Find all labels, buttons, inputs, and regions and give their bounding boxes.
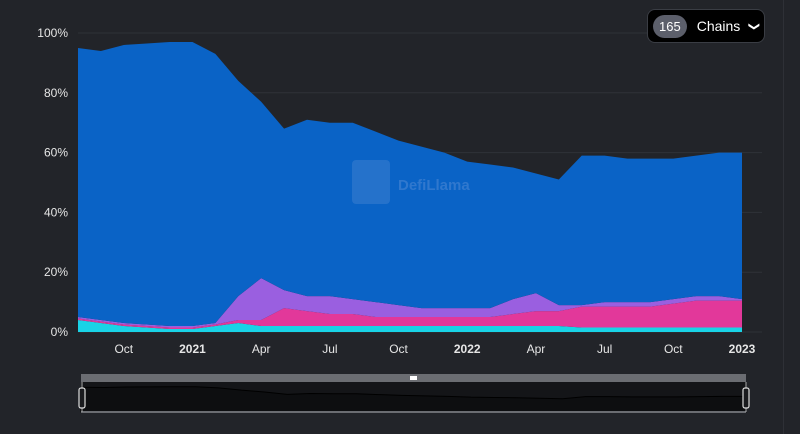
x-tick-label: Oct bbox=[664, 342, 683, 356]
llama-icon bbox=[352, 160, 390, 204]
x-tick-label: Jul bbox=[597, 342, 612, 356]
chains-count-badge: 165 bbox=[653, 14, 687, 38]
navigator-grip-icon[interactable] bbox=[410, 376, 417, 380]
x-tick-label: 2021 bbox=[179, 342, 206, 356]
x-tick-label: Oct bbox=[114, 342, 133, 356]
area-series-0 bbox=[78, 320, 742, 332]
y-tick-label: 60% bbox=[44, 146, 68, 160]
navigator-left-handle[interactable] bbox=[78, 387, 86, 409]
chains-selector-button[interactable]: 165 Chains ❯ bbox=[647, 9, 765, 43]
chains-label: Chains bbox=[696, 18, 741, 34]
area-series-1 bbox=[78, 300, 742, 330]
y-tick-label: 80% bbox=[44, 86, 68, 100]
x-tick-label: 2022 bbox=[454, 342, 481, 356]
area-series-3 bbox=[78, 41, 742, 327]
navigator-right-handle[interactable] bbox=[742, 387, 750, 409]
watermark-logo: DefiLlama bbox=[398, 177, 470, 194]
x-tick-label: Oct bbox=[389, 342, 408, 356]
y-tick-label: 20% bbox=[44, 265, 68, 279]
y-tick-label: 40% bbox=[44, 205, 68, 219]
divider bbox=[783, 0, 784, 434]
x-tick-label: 2023 bbox=[729, 342, 756, 356]
y-tick-label: 100% bbox=[37, 26, 68, 40]
area-series-2 bbox=[78, 278, 742, 328]
x-tick-label: Apr bbox=[527, 342, 546, 356]
chevron-down-icon: ❯ bbox=[748, 21, 761, 31]
navigator-preview bbox=[80, 386, 747, 413]
x-tick-label: Apr bbox=[252, 342, 271, 356]
y-tick-label: 0% bbox=[51, 325, 69, 339]
x-tick-label: Jul bbox=[322, 342, 337, 356]
